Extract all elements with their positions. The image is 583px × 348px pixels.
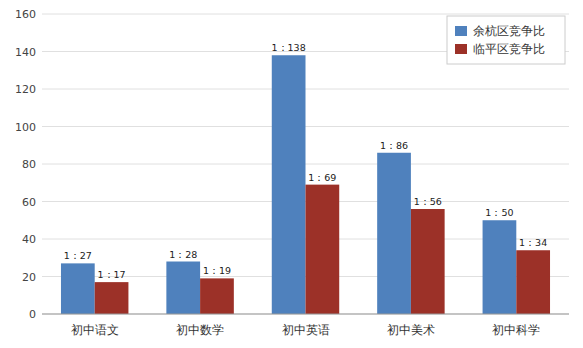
data-label: 1：34 — [519, 237, 547, 248]
data-label: 1：69 — [308, 172, 336, 183]
legend-label: 临平区竞争比 — [473, 42, 545, 56]
y-axis: 0 20 40 60 80 100 120 140 160 — [15, 8, 36, 321]
x-tick-label: 初中英语 — [282, 323, 330, 337]
x-tick-label: 初中科学 — [492, 323, 540, 337]
bar — [95, 282, 129, 314]
y-tick-label: 60 — [22, 196, 36, 209]
data-label: 1：19 — [203, 265, 231, 276]
data-label: 1：17 — [97, 269, 125, 280]
chart-svg: 0204060801001201401601：271：281：1381：861：… — [0, 0, 583, 348]
x-axis-line — [42, 314, 569, 315]
legend: 余杭区竞争比临平区竞争比 — [447, 16, 565, 64]
data-label: 1：50 — [485, 207, 513, 218]
data-labels: 1：27 1：28 1：138 1：86 1：50 1：17 1：19 1：69 1：56 1：3… — [64, 42, 547, 280]
y-tick-label: 100 — [15, 121, 36, 134]
chart-container: 0204060801001201401601：271：281：1381：861：… — [0, 0, 583, 348]
bar — [306, 185, 340, 314]
y-tick-label: 20 — [22, 271, 36, 284]
legend-swatch — [455, 44, 467, 54]
x-axis: 初中语文 初中数学 初中英语 初中美术 初中科学 — [42, 314, 569, 337]
y-tick-label: 140 — [15, 46, 36, 59]
y-tick-label: 80 — [22, 158, 36, 171]
x-tick-label: 初中数学 — [176, 323, 224, 337]
data-label: 1：28 — [169, 249, 197, 260]
grid — [42, 14, 569, 314]
legend-label: 余杭区竞争比 — [473, 24, 545, 38]
bar — [166, 262, 200, 315]
grid-line — [42, 314, 569, 315]
bar — [61, 263, 95, 314]
bar — [272, 55, 306, 314]
data-label: 1：138 — [272, 42, 306, 53]
grid-line — [42, 14, 569, 15]
legend-swatch — [455, 26, 467, 36]
data-label: 1：86 — [380, 140, 408, 151]
bar — [200, 278, 234, 314]
y-tick-label: 40 — [22, 233, 36, 246]
x-tick-label: 初中语文 — [71, 323, 119, 337]
legend-box — [447, 16, 565, 64]
y-tick-label: 120 — [15, 83, 36, 96]
data-label: 1：27 — [64, 250, 92, 261]
bar — [377, 153, 411, 314]
y-tick-label: 160 — [15, 8, 36, 21]
bar — [483, 220, 517, 314]
y-tick-label: 0 — [29, 308, 36, 321]
bar — [411, 209, 445, 314]
data-label: 1：56 — [414, 196, 442, 207]
bar — [516, 250, 550, 314]
x-tick-label: 初中美术 — [387, 323, 435, 337]
bars — [61, 55, 550, 314]
